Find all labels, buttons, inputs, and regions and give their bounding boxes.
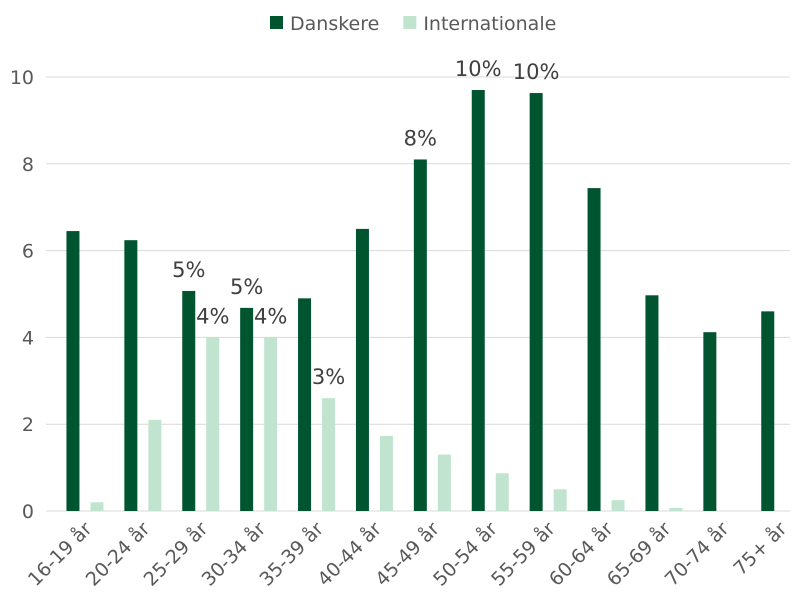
data-label: 5% [230,275,263,299]
bar [669,507,683,511]
bar [90,502,104,511]
y-tick-label: 0 [22,501,34,523]
bar [529,93,543,512]
bar [645,295,659,511]
y-tick-label: 2 [22,414,34,436]
bar [240,307,254,511]
y-tick-label: 6 [22,241,34,263]
bar [437,454,451,511]
data-label: 10% [455,57,502,81]
legend-swatch [270,16,283,29]
data-label: 5% [172,258,205,282]
bar [471,90,485,512]
bar [148,419,162,511]
data-label: 4% [254,304,287,328]
bar [587,188,601,511]
bar [611,500,625,511]
data-label: 10% [513,60,560,84]
bar [124,240,138,511]
bar [322,398,336,511]
legend-swatch [403,16,417,29]
y-tick-label: 4 [22,327,34,349]
bar [495,473,509,511]
data-label: 4% [196,304,229,328]
bar [553,489,567,511]
bar [206,337,220,511]
bar [413,159,427,511]
y-tick-label: 10 [10,67,34,89]
y-tick-label: 8 [22,154,34,176]
bar [379,435,393,511]
bar [355,228,369,511]
bar [264,337,278,511]
data-label: 3% [312,365,345,389]
legend-label: Internationale [423,13,556,35]
bar [182,290,196,511]
bar [761,311,775,511]
data-label: 8% [404,126,437,150]
x-tick-label: 70-74 år [660,517,733,590]
bar [703,332,717,511]
x-tick-label: 75+ år [729,517,792,580]
bar [298,298,312,511]
bar [66,231,80,511]
legend-label: Danskere [290,13,379,35]
